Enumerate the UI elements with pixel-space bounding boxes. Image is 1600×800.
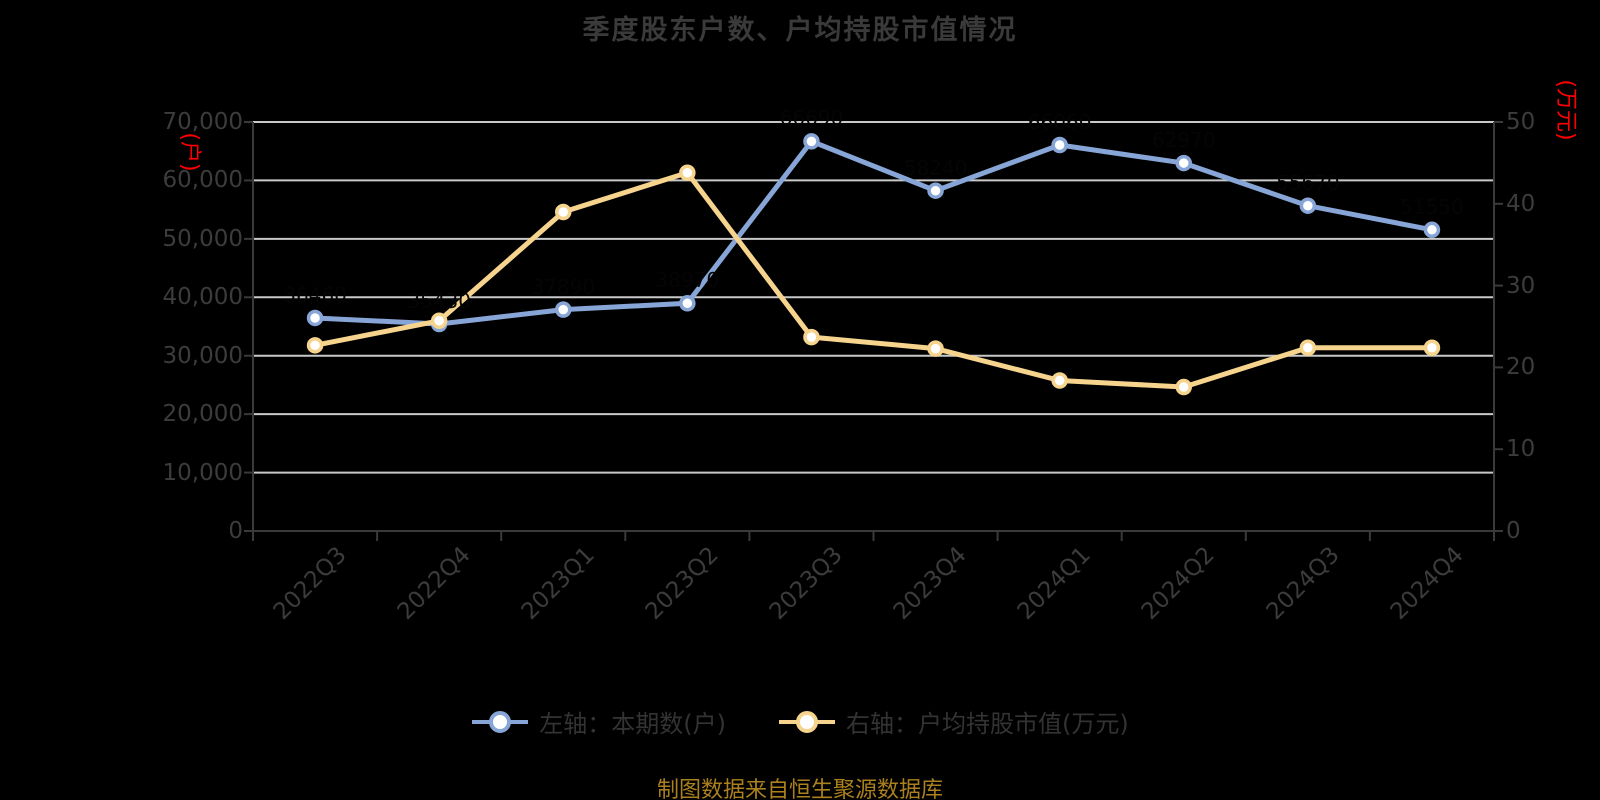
data-point-marker[interactable] [430,312,448,330]
data-point-marker[interactable] [803,328,820,346]
legend-item-avg-holding-value[interactable]: 右轴：户均持股市值(万元) [778,704,1129,739]
series-line-avg-value [312,170,1435,390]
left-axis-unit-label: (户) [177,132,202,172]
data-point-marker[interactable] [803,133,820,150]
data-point-marker[interactable] [1423,221,1441,239]
data-point-marker[interactable] [927,340,944,357]
data-point-marker[interactable] [1423,339,1441,357]
legend: 左轴：本期数(户) 右轴：户均持股市值(万元) [0,704,1600,739]
legend-item-shareholder-count[interactable]: 左轴：本期数(户) [471,704,726,739]
legend-label: 左轴：本期数(户) [539,710,726,738]
data-point-marker[interactable] [927,182,944,199]
data-point-marker[interactable] [1299,339,1317,357]
data-point-marker[interactable] [679,164,696,181]
line-circle-marker-icon [472,710,529,733]
data-point-marker[interactable] [1051,372,1068,389]
data-point-marker[interactable] [306,309,324,327]
data-point-marker[interactable] [1299,197,1317,214]
right-axis-unit-label: (万元) [1553,79,1578,141]
series-line-shareholders [312,138,1435,327]
chart-title: 季度股东户数、户均持股市值情况 [582,15,1018,46]
line-circle-marker-icon [779,710,835,733]
data-point-marker[interactable] [679,295,696,312]
data-point-marker[interactable] [555,301,572,318]
data-source-caption: 制图数据来自恒生聚源数据库 [656,778,943,800]
legend-label: 右轴：户均持股市值(万元) [846,710,1129,738]
data-point-marker[interactable] [555,203,572,221]
data-point-marker[interactable] [1175,154,1192,172]
data-point-marker[interactable] [1051,136,1068,154]
data-point-marker[interactable] [306,337,324,354]
data-point-marker[interactable] [1175,378,1192,396]
